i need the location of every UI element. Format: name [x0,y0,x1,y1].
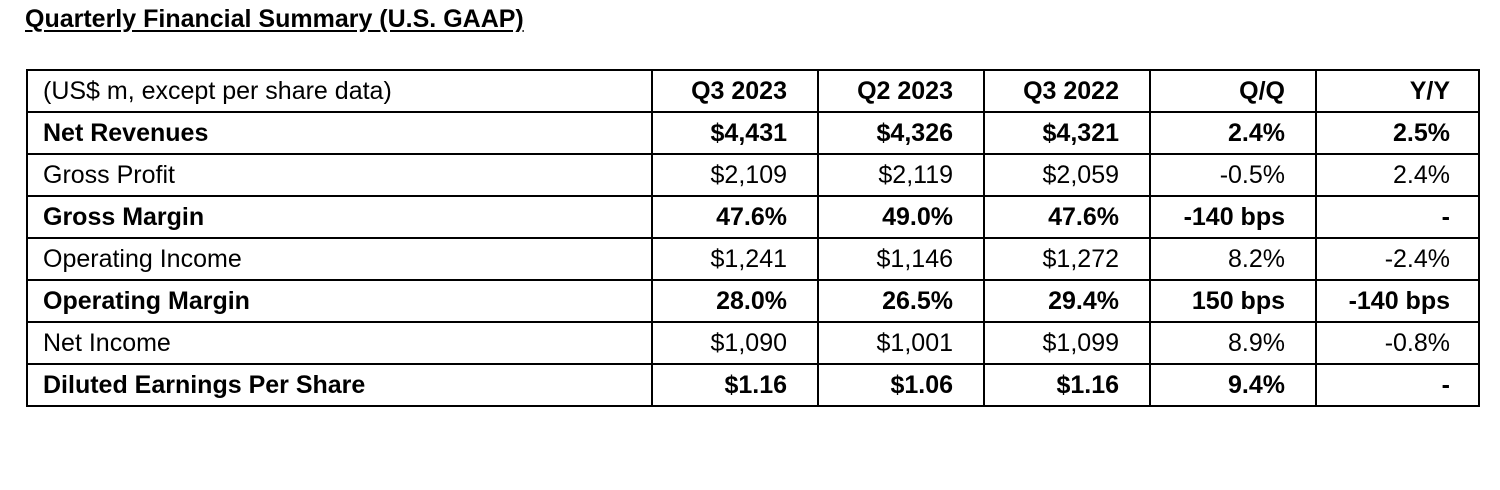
table-cell: $4,431 [651,111,819,155]
table-cell: - [1315,363,1480,407]
table-row-operating-income: Operating Income $1,241 $1,146 $1,272 8.… [26,237,1480,281]
table-cell: -2.4% [1315,237,1480,281]
table-cell: $1,241 [651,237,819,281]
row-label: Gross Profit [26,153,653,197]
table-cell: $4,326 [817,111,985,155]
header-units: (US$ m, except per share data) [26,69,653,113]
table-row-net-income: Net Income $1,090 $1,001 $1,099 8.9% -0.… [26,321,1480,365]
row-label: Operating Income [26,237,653,281]
table-cell: 26.5% [817,279,985,323]
table-cell: $4,321 [983,111,1151,155]
header-q2-2023: Q2 2023 [817,69,985,113]
table-cell: -140 bps [1149,195,1317,239]
table-cell: 8.9% [1149,321,1317,365]
table-row-gross-margin: Gross Margin 47.6% 49.0% 47.6% -140 bps … [26,195,1480,239]
table-cell: 49.0% [817,195,985,239]
table-cell: $1.16 [983,363,1151,407]
table-row-operating-margin: Operating Margin 28.0% 26.5% 29.4% 150 b… [26,279,1480,323]
table-cell: $1,272 [983,237,1151,281]
table-row-gross-profit: Gross Profit $2,109 $2,119 $2,059 -0.5% … [26,153,1480,197]
header-q3-2023: Q3 2023 [651,69,819,113]
table-cell: $1,099 [983,321,1151,365]
page-title: Quarterly Financial Summary (U.S. GAAP) [25,5,524,33]
table-cell: 28.0% [651,279,819,323]
table-cell: 8.2% [1149,237,1317,281]
table-cell: 150 bps [1149,279,1317,323]
table-header-row: (US$ m, except per share data) Q3 2023 Q… [26,69,1480,113]
table-cell: -0.5% [1149,153,1317,197]
row-label: Gross Margin [26,195,653,239]
table-cell: 2.4% [1149,111,1317,155]
table-cell: $1.06 [817,363,985,407]
row-label: Net Revenues [26,111,653,155]
row-label: Operating Margin [26,279,653,323]
header-qq: Q/Q [1149,69,1317,113]
table-cell: $1,090 [651,321,819,365]
table-cell: $2,059 [983,153,1151,197]
table-cell: 47.6% [983,195,1151,239]
row-label: Net Income [26,321,653,365]
table-cell: -140 bps [1315,279,1480,323]
table-row-net-revenues: Net Revenues $4,431 $4,326 $4,321 2.4% 2… [26,111,1480,155]
table-cell: $2,119 [817,153,985,197]
table-cell: $2,109 [651,153,819,197]
table-cell: 9.4% [1149,363,1317,407]
table-cell: -0.8% [1315,321,1480,365]
table-cell: - [1315,195,1480,239]
row-label: Diluted Earnings Per Share [26,363,653,407]
table-row-diluted-eps: Diluted Earnings Per Share $1.16 $1.06 $… [26,363,1480,407]
table-cell: 2.5% [1315,111,1480,155]
table-cell: 47.6% [651,195,819,239]
table-cell: $1,146 [817,237,985,281]
header-q3-2022: Q3 2022 [983,69,1151,113]
financial-summary-table: (US$ m, except per share data) Q3 2023 Q… [26,69,1480,407]
header-yy: Y/Y [1315,69,1480,113]
table-cell: $1,001 [817,321,985,365]
table-cell: 2.4% [1315,153,1480,197]
table-cell: $1.16 [651,363,819,407]
table-cell: 29.4% [983,279,1151,323]
